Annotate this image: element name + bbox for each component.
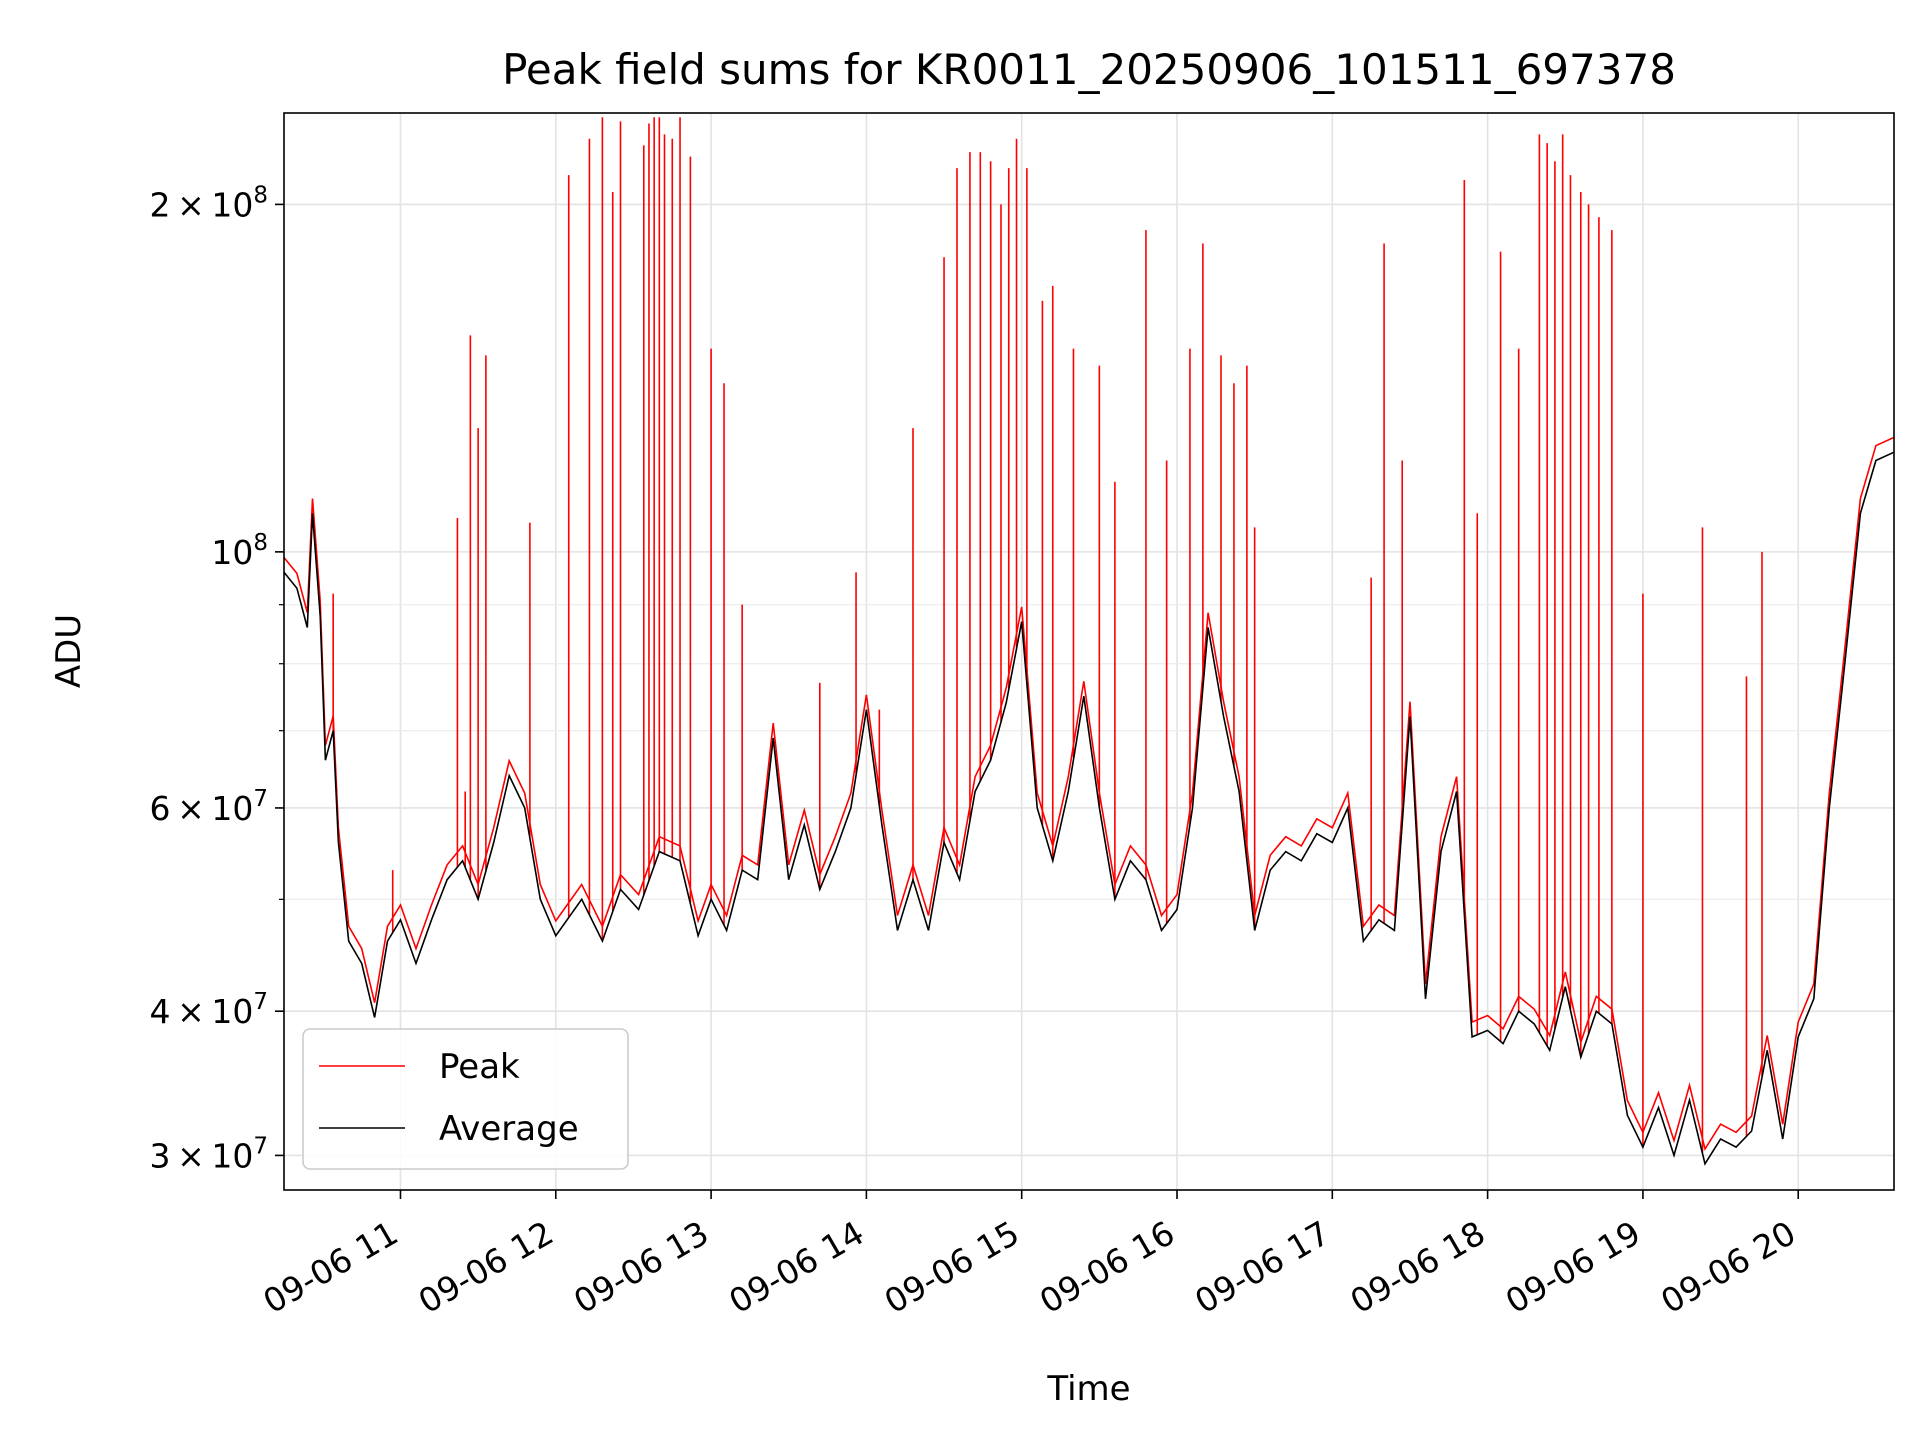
x-tick-label: 09-06 19 (1499, 1213, 1647, 1321)
y-tick-label: 4 × 107 (150, 989, 268, 1031)
legend: Peak Average (302, 1028, 629, 1170)
x-axis-label: Time (1046, 1369, 1130, 1409)
x-tick-label: 09-06 15 (878, 1213, 1026, 1321)
x-tick-label: 09-06 12 (412, 1213, 560, 1321)
peak-series (283, 117, 1895, 1153)
peak-line (283, 436, 1895, 1152)
y-axis-label: ADU (49, 614, 89, 688)
y-tick-label: 6 × 107 (150, 786, 268, 828)
x-axis-ticks: 09-06 11 09-06 12 09-06 13 09-06 14 09-06 15… (256, 1190, 1802, 1321)
chart-title: Peak field sums for KR0011_20250906_1015… (502, 45, 1676, 94)
x-tick-label: 09-06 18 (1344, 1213, 1492, 1321)
y-tick-label: 3 × 107 (150, 1133, 268, 1175)
plot-frame (283, 112, 1895, 1191)
x-tick-label: 09-06 11 (256, 1213, 404, 1321)
average-series (283, 451, 1895, 1166)
x-tick-label: 09-06 13 (567, 1213, 715, 1321)
x-tick-label: 09-06 14 (722, 1213, 870, 1321)
legend-peak-label: Peak (439, 1047, 520, 1087)
y-axis-ticks: 3 × 107 4 × 107 6 × 107 108 2 × 108 (150, 182, 284, 1175)
x-tick-label: 09-06 16 (1033, 1213, 1181, 1321)
legend-box (302, 1028, 629, 1170)
y-tick-label: 108 (211, 530, 268, 572)
average-line (283, 451, 1895, 1166)
x-tick-label: 09-06 17 (1188, 1213, 1336, 1321)
y-tick-label: 2 × 108 (150, 182, 268, 224)
legend-average-label: Average (439, 1109, 579, 1149)
x-tick-label: 09-06 20 (1654, 1213, 1802, 1321)
